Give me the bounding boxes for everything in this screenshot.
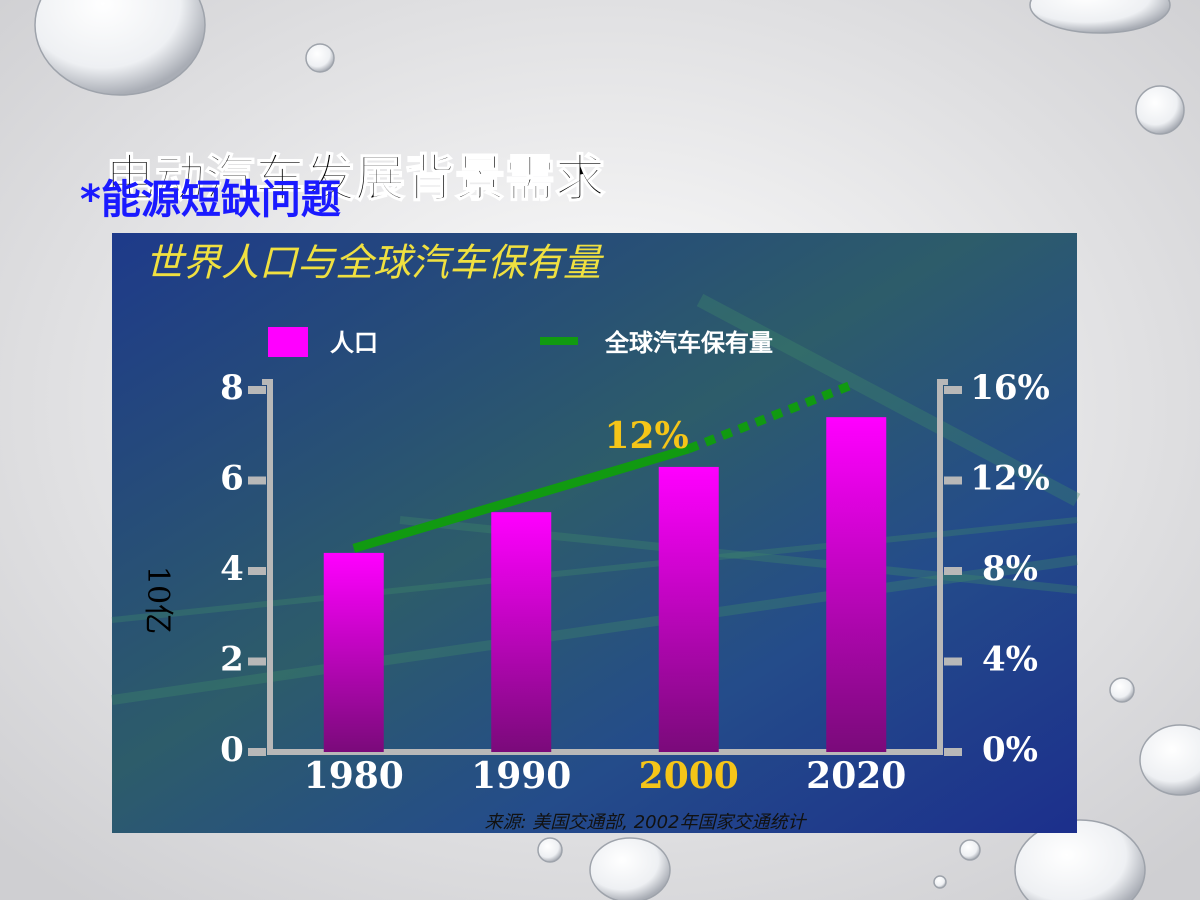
chart-title: 世界人口与全球汽车保有量 [145,241,605,285]
y-tick [248,476,266,485]
x-tick-label: 2020 [806,755,906,797]
source: 来源: 美国交通部, 2002年国家交通统计 [484,812,807,833]
annotation: 12% [604,415,688,457]
legend-label: 全球汽车保有量 [604,329,773,357]
y2-tick-label: 8% [982,549,1038,589]
bar [826,417,887,752]
y2-tick-label: 4% [982,640,1038,680]
bullet: *能源短缺问题 [80,177,341,223]
y-tick [248,386,266,394]
y2-tick [944,386,962,394]
y2-tick [944,657,962,666]
slide-title: 电动汽车发展背景需求 [105,150,605,208]
bar [491,512,552,752]
bar [658,466,719,752]
y-tick-label: 2 [220,640,244,680]
y2-tick [944,476,962,485]
y2-tick [944,567,962,575]
bar [323,552,384,752]
water-drops [34,0,1200,904]
y-tick [248,657,266,666]
x-tick-label: 2000 [639,755,739,797]
y-tick-label: 0 [220,730,244,770]
line-solid [352,444,691,553]
y-tick-label: 8 [220,368,244,408]
y2-tick-label: 16% [970,368,1050,408]
line-dashed [687,379,858,454]
y-tick-label: 6 [220,459,244,499]
y-axis-label: 10亿 [140,566,175,634]
legend-swatch [540,337,578,345]
y-tick-label: 4 [220,549,244,589]
y-tick [248,567,266,575]
y-tick [248,748,266,756]
y2-tick-label: 12% [970,459,1050,499]
axis-frame [262,379,948,755]
legend-swatch [268,327,308,357]
x-tick-label: 1980 [304,755,404,797]
y2-tick-label: 0% [982,730,1038,770]
legend-label: 人口 [330,329,378,357]
y2-tick [944,748,962,756]
x-tick-label: 1990 [471,755,571,797]
